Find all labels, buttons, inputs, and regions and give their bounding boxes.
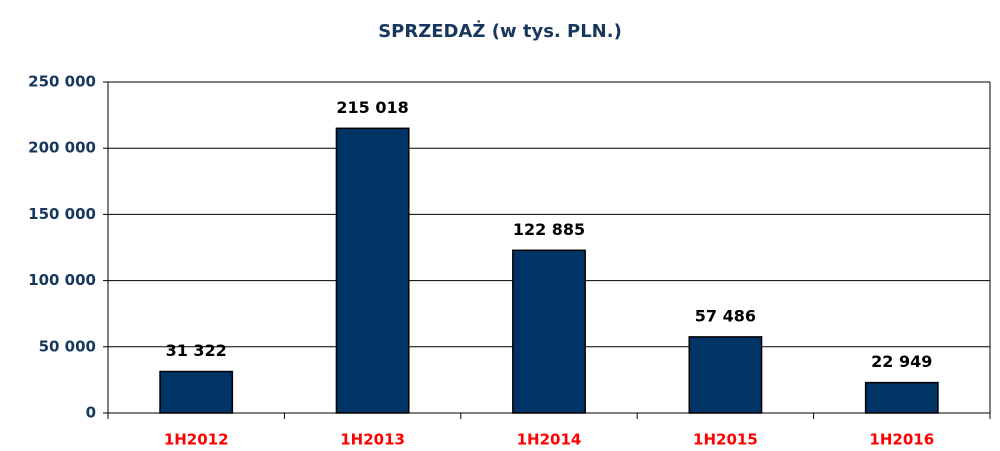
- data-label: 31 322: [166, 341, 227, 360]
- y-tick-label: 50 000: [39, 337, 96, 355]
- data-label: 57 486: [695, 306, 756, 325]
- data-label: 22 949: [871, 352, 932, 371]
- x-tick-label: 1H2016: [869, 431, 934, 449]
- bar: [512, 249, 586, 414]
- x-tick-label: 1H2013: [340, 431, 405, 449]
- y-tick-label: 0: [86, 404, 96, 422]
- y-tick-label: 250 000: [28, 73, 96, 91]
- data-label: 215 018: [336, 98, 408, 117]
- x-tick-label: 1H2012: [164, 431, 229, 449]
- y-tick-label: 150 000: [28, 205, 96, 223]
- y-tick-label: 100 000: [28, 271, 96, 289]
- x-tick-label: 1H2014: [517, 431, 582, 449]
- x-tick-label: 1H2015: [693, 431, 758, 449]
- bar: [688, 336, 763, 414]
- bar: [864, 381, 939, 414]
- data-label: 122 885: [513, 220, 585, 239]
- y-tick-label: 200 000: [28, 139, 96, 157]
- bar: [335, 127, 410, 414]
- bar: [159, 370, 234, 414]
- chart-title: SPRZEDAŻ (w tys. PLN.): [378, 20, 622, 42]
